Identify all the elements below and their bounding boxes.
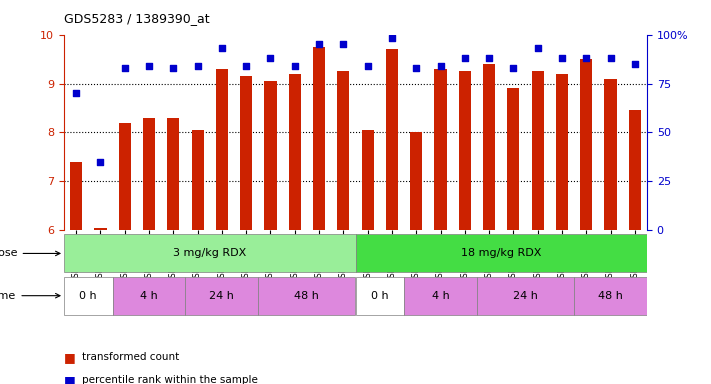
Point	[289, 63, 301, 69]
Point	[314, 41, 325, 48]
Bar	[337, 71, 349, 230]
Text: 4 h: 4 h	[432, 291, 449, 301]
Bar	[70, 162, 82, 230]
Text: 24 h: 24 h	[513, 291, 538, 301]
Bar	[264, 81, 277, 230]
Bar	[186, 276, 258, 315]
Bar	[191, 130, 203, 230]
Bar	[112, 276, 186, 315]
Text: 24 h: 24 h	[210, 291, 235, 301]
Point	[95, 159, 106, 165]
Text: ■: ■	[64, 351, 76, 364]
Point	[483, 55, 495, 61]
Text: GDS5283 / 1389390_at: GDS5283 / 1389390_at	[64, 12, 210, 25]
Bar	[313, 47, 325, 230]
Bar	[386, 49, 398, 230]
Point	[264, 55, 276, 61]
Text: ■: ■	[64, 374, 76, 384]
Bar	[356, 234, 647, 273]
Point	[435, 63, 447, 69]
Bar	[556, 74, 568, 230]
Point	[556, 55, 567, 61]
Text: 48 h: 48 h	[598, 291, 623, 301]
Bar	[356, 276, 404, 315]
Bar	[240, 76, 252, 230]
Bar	[532, 71, 544, 230]
Bar	[95, 228, 107, 230]
Text: dose: dose	[0, 248, 60, 258]
Bar	[362, 130, 374, 230]
Bar	[289, 74, 301, 230]
Text: 3 mg/kg RDX: 3 mg/kg RDX	[173, 248, 247, 258]
Bar	[64, 234, 356, 273]
Point	[508, 65, 519, 71]
Bar	[258, 276, 356, 315]
Bar	[574, 276, 647, 315]
Point	[362, 63, 373, 69]
Point	[532, 45, 543, 51]
Bar	[477, 276, 574, 315]
Text: time: time	[0, 291, 60, 301]
Bar	[580, 59, 592, 230]
Text: 18 mg/kg RDX: 18 mg/kg RDX	[461, 248, 542, 258]
Bar	[404, 276, 477, 315]
Bar	[64, 276, 112, 315]
Text: transformed count: transformed count	[82, 352, 179, 362]
Bar	[604, 79, 616, 230]
Point	[386, 35, 397, 41]
Bar	[434, 69, 447, 230]
Text: 48 h: 48 h	[294, 291, 319, 301]
Point	[70, 90, 82, 96]
Bar	[629, 111, 641, 230]
Bar	[410, 132, 422, 230]
Bar	[483, 64, 495, 230]
Point	[216, 45, 228, 51]
Text: 4 h: 4 h	[140, 291, 158, 301]
Point	[119, 65, 130, 71]
Point	[338, 41, 349, 48]
Point	[629, 61, 641, 67]
Bar	[459, 71, 471, 230]
Text: 0 h: 0 h	[371, 291, 389, 301]
Point	[168, 65, 179, 71]
Point	[459, 55, 471, 61]
Point	[581, 55, 592, 61]
Bar	[167, 118, 179, 230]
Point	[240, 63, 252, 69]
Text: 0 h: 0 h	[80, 291, 97, 301]
Bar	[216, 69, 228, 230]
Bar	[119, 123, 131, 230]
Point	[605, 55, 616, 61]
Bar	[143, 118, 155, 230]
Point	[192, 63, 203, 69]
Point	[410, 65, 422, 71]
Text: percentile rank within the sample: percentile rank within the sample	[82, 375, 257, 384]
Bar	[508, 88, 520, 230]
Point	[144, 63, 155, 69]
